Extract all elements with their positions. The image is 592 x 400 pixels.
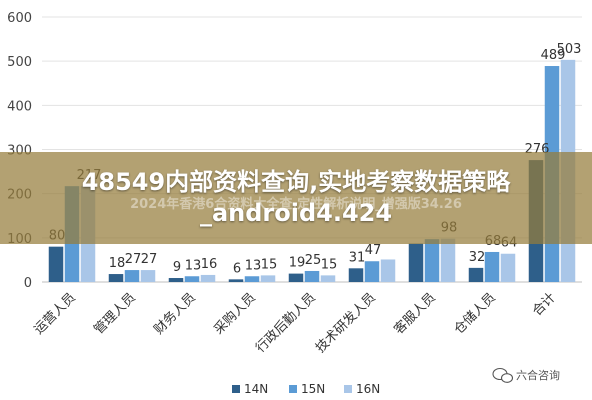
category-label: 管理人员 [91, 290, 138, 337]
data-label: 6 [233, 261, 241, 276]
y-tick-label: 600 [7, 11, 32, 26]
category-label: 运营人员 [31, 290, 78, 337]
data-label: 27 [125, 252, 142, 267]
category-label: 采购人员 [211, 290, 259, 338]
legend-label: 16N [356, 382, 380, 396]
data-label: 32 [469, 250, 486, 265]
bar-15N-6 [424, 239, 440, 282]
bar-16N-1 [140, 270, 156, 282]
data-label: 503 [557, 42, 582, 57]
overlay-banner: 2024年香港6合资料大全查,定性解析说明_增强版34.26 48549内部资料… [0, 152, 592, 244]
overlay-subheadline: 2024年香港6合资料大全查,定性解析说明_增强版34.26 [130, 197, 462, 212]
overlay-headline: 48549内部资料查询,实地考察数据策略_android4.424 [81, 168, 511, 227]
watermark-text: 六合咨询 [516, 368, 560, 382]
bar-15N-2 [184, 276, 200, 282]
y-tick-label: 0 [24, 276, 32, 291]
bar-14N-0 [48, 246, 64, 282]
y-tick-label: 500 [7, 55, 32, 70]
legend-label: 14N [244, 382, 268, 396]
data-label: 31 [349, 250, 366, 265]
data-label: 13 [245, 258, 262, 273]
bar-14N-1 [108, 274, 124, 282]
bar-15N-3 [244, 276, 260, 282]
data-label: 19 [289, 256, 306, 271]
data-label: 13 [185, 258, 202, 273]
data-label: 16 [201, 257, 218, 272]
bar-16N-5 [380, 259, 396, 282]
data-label: 489 [541, 48, 566, 63]
category-label: 技术研发人员 [312, 290, 378, 356]
bar-14N-2 [168, 278, 184, 282]
y-axis: 0100200300400500600 [7, 11, 32, 291]
bar-14N-5 [348, 268, 364, 282]
data-label: 15 [261, 257, 278, 272]
bar-16N-3 [260, 275, 276, 282]
data-label: 25 [305, 253, 322, 268]
category-label: 合计 [530, 290, 559, 319]
data-label: 9 [173, 260, 181, 275]
bar-16N-7 [500, 253, 516, 282]
data-label: 18 [109, 256, 126, 271]
category-label: 客服人员 [391, 290, 439, 338]
category-label: 行政后勤人员 [253, 290, 319, 356]
category-label: 仓储人员 [451, 290, 498, 337]
bar-14N-3 [228, 279, 244, 282]
bar-15N-4 [304, 270, 320, 282]
bar-15N-5 [364, 261, 380, 282]
legend-label: 15N [301, 382, 325, 396]
legend-swatch [289, 385, 297, 393]
bar-16N-2 [200, 274, 216, 282]
y-tick-label: 400 [7, 99, 32, 114]
legend: 14N 15N 16N [232, 382, 380, 396]
bar-15N-7 [484, 251, 500, 282]
data-label: 47 [365, 243, 382, 258]
data-label: 27 [141, 252, 158, 267]
bar-14N-7 [468, 267, 484, 282]
bar-14N-6 [408, 243, 424, 282]
bar-16N-6 [440, 238, 456, 282]
data-label: 15 [321, 257, 338, 272]
legend-swatch [232, 385, 240, 393]
wechat-icon [492, 367, 514, 383]
bar-15N-1 [124, 270, 140, 282]
bar-14N-4 [288, 273, 304, 282]
category-label: 财务人员 [151, 290, 199, 338]
watermark: 六合咨询 [492, 367, 560, 383]
bar-16N-4 [320, 275, 336, 282]
legend-swatch [344, 385, 352, 393]
